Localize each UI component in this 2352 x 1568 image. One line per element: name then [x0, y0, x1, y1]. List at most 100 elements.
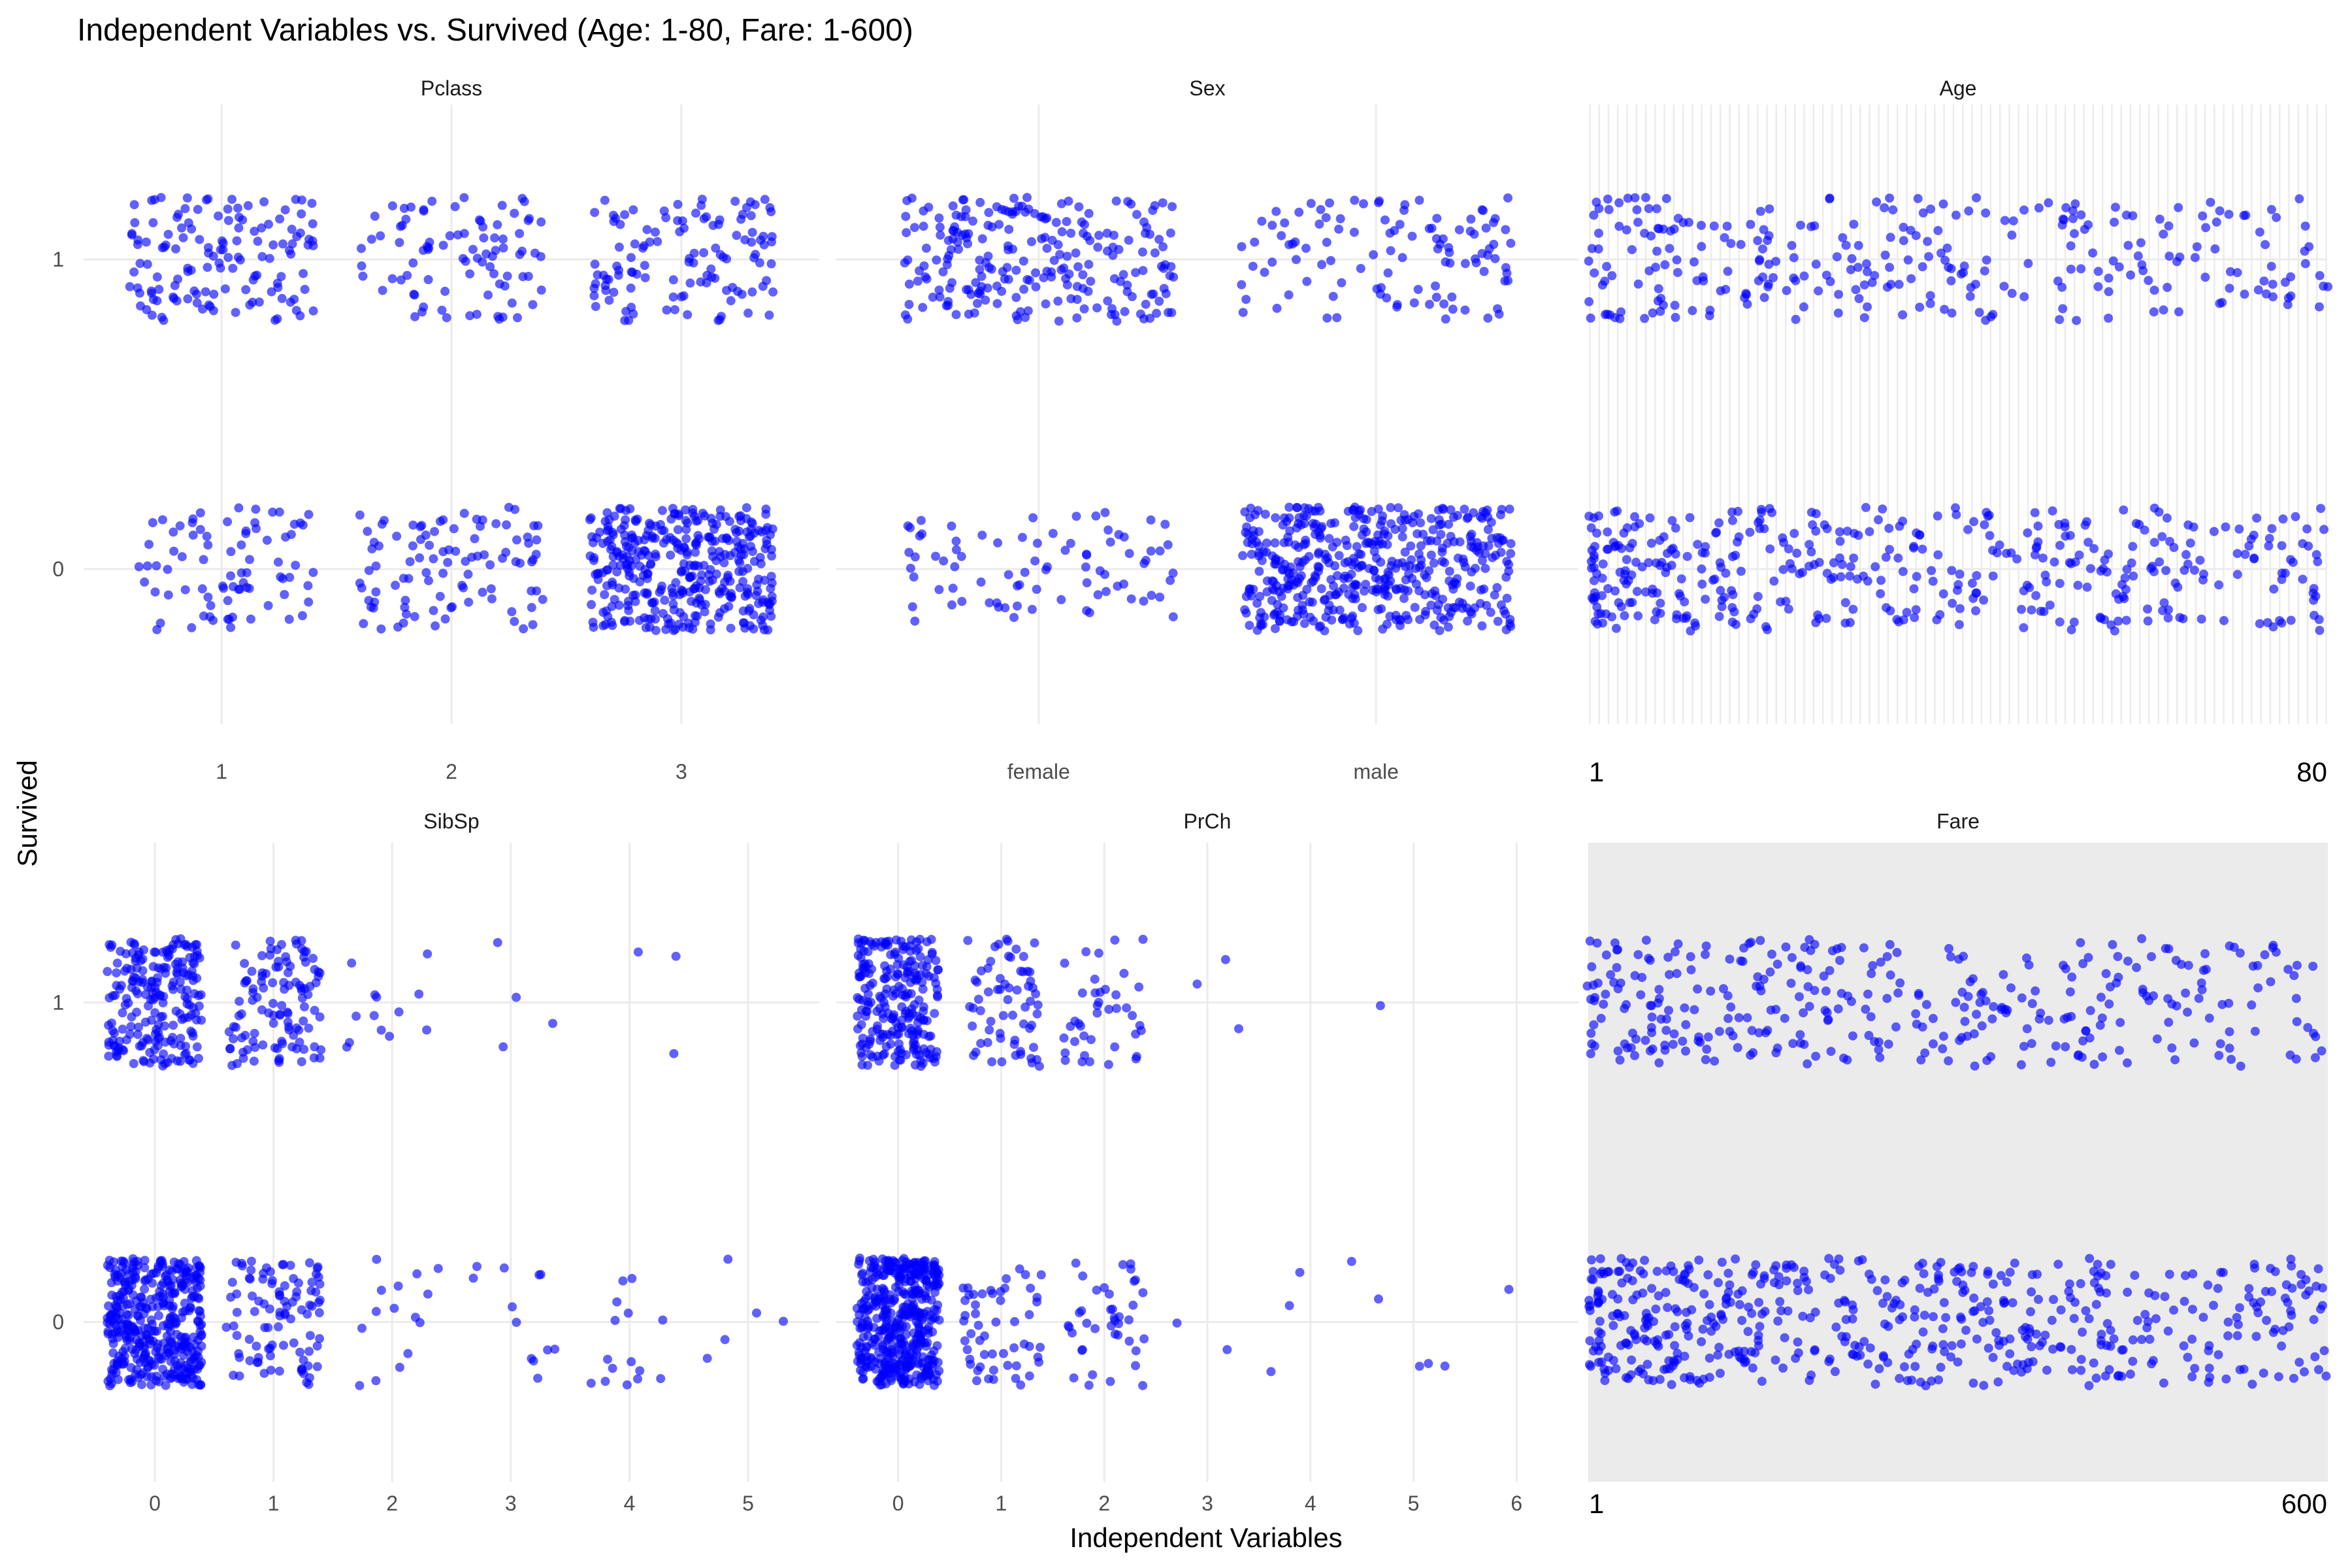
data-point: [863, 1362, 873, 1372]
data-point: [2264, 534, 2274, 544]
data-point: [1854, 531, 1863, 540]
data-point: [930, 1009, 939, 1019]
data-point: [700, 600, 710, 610]
data-point: [706, 514, 716, 523]
data-point: [640, 546, 650, 556]
data-point: [274, 1366, 284, 1376]
data-point: [1488, 553, 1497, 563]
data-point: [305, 1331, 315, 1341]
data-point: [1410, 602, 1420, 612]
data-point: [2048, 506, 2057, 515]
data-point: [1026, 237, 1036, 246]
data-point: [414, 989, 424, 999]
data-point: [1266, 1367, 1276, 1377]
data-point: [1295, 562, 1305, 572]
data-point: [898, 1264, 907, 1273]
data-point: [913, 276, 923, 286]
data-point: [423, 1289, 433, 1299]
data-point: [975, 265, 985, 274]
data-point: [651, 552, 661, 562]
data-point: [1024, 1371, 1034, 1381]
data-point: [1899, 222, 1908, 232]
data-point: [1169, 272, 1179, 282]
data-point: [1284, 1301, 1294, 1311]
data-point: [2214, 580, 2224, 590]
data-point: [1671, 523, 1680, 533]
data-point: [2201, 223, 2211, 233]
data-point: [1467, 609, 1477, 619]
data-point: [921, 243, 931, 253]
data-point: [304, 1023, 314, 1033]
data-point: [1472, 538, 1482, 547]
data-point: [1714, 612, 1724, 621]
data-point: [1132, 210, 1141, 220]
data-point: [1155, 593, 1165, 602]
data-point: [132, 1335, 141, 1345]
data-point: [745, 604, 755, 613]
data-point: [182, 193, 192, 203]
data-point: [310, 964, 319, 974]
data-point: [297, 993, 307, 1003]
data-point: [303, 1361, 313, 1371]
data-point: [2040, 570, 2050, 580]
data-point: [865, 937, 875, 947]
data-point: [973, 299, 982, 308]
data-point: [169, 546, 179, 556]
data-point: [150, 1326, 159, 1336]
data-point: [1350, 580, 1360, 589]
data-point: [1685, 513, 1695, 523]
data-point: [2058, 304, 2068, 314]
data-point: [1942, 243, 1952, 253]
data-point: [1341, 535, 1350, 545]
data-point: [881, 940, 890, 950]
data-point: [108, 1339, 118, 1348]
data-point: [1665, 244, 1674, 253]
data-point: [245, 1356, 255, 1365]
data-point: [265, 1351, 275, 1361]
data-point: [589, 291, 599, 301]
data-point: [524, 538, 534, 548]
data-point: [993, 538, 1003, 547]
data-point: [863, 1320, 873, 1330]
data-point: [1640, 229, 1650, 238]
data-point: [886, 950, 896, 960]
data-point: [1814, 286, 1823, 296]
data-point: [1120, 306, 1130, 316]
data-point: [1092, 303, 1102, 313]
data-point: [971, 1300, 980, 1310]
data-point: [122, 1309, 132, 1319]
data-point: [1103, 296, 1113, 306]
data-point: [1428, 525, 1438, 534]
data-point: [923, 1337, 932, 1347]
data-point: [1460, 562, 1470, 572]
data-point: [2111, 203, 2120, 212]
data-point: [1109, 274, 1119, 284]
data-point: [1926, 204, 1935, 214]
data-point: [112, 968, 122, 978]
data-point: [132, 1007, 142, 1017]
data-point: [2070, 229, 2079, 238]
data-point: [363, 527, 372, 536]
data-point: [1386, 519, 1396, 529]
x-tick-label: 1: [996, 1492, 1007, 1515]
data-point: [1863, 302, 1872, 312]
data-point: [984, 208, 994, 218]
data-point: [1622, 555, 1631, 564]
data-point: [866, 998, 875, 1007]
data-point: [664, 619, 674, 629]
data-point: [973, 1320, 983, 1330]
data-point: [913, 1333, 923, 1343]
data-point: [1627, 570, 1637, 580]
data-point: [2315, 625, 2325, 635]
data-point: [125, 1336, 135, 1345]
data-point: [1030, 938, 1039, 948]
data-point: [921, 1288, 930, 1298]
data-point: [1003, 995, 1013, 1004]
data-point: [1032, 1297, 1041, 1307]
data-point: [1902, 608, 1912, 617]
data-point: [779, 1316, 788, 1326]
data-point: [2234, 524, 2244, 534]
data-point: [1051, 218, 1061, 227]
data-point: [1745, 527, 1755, 537]
